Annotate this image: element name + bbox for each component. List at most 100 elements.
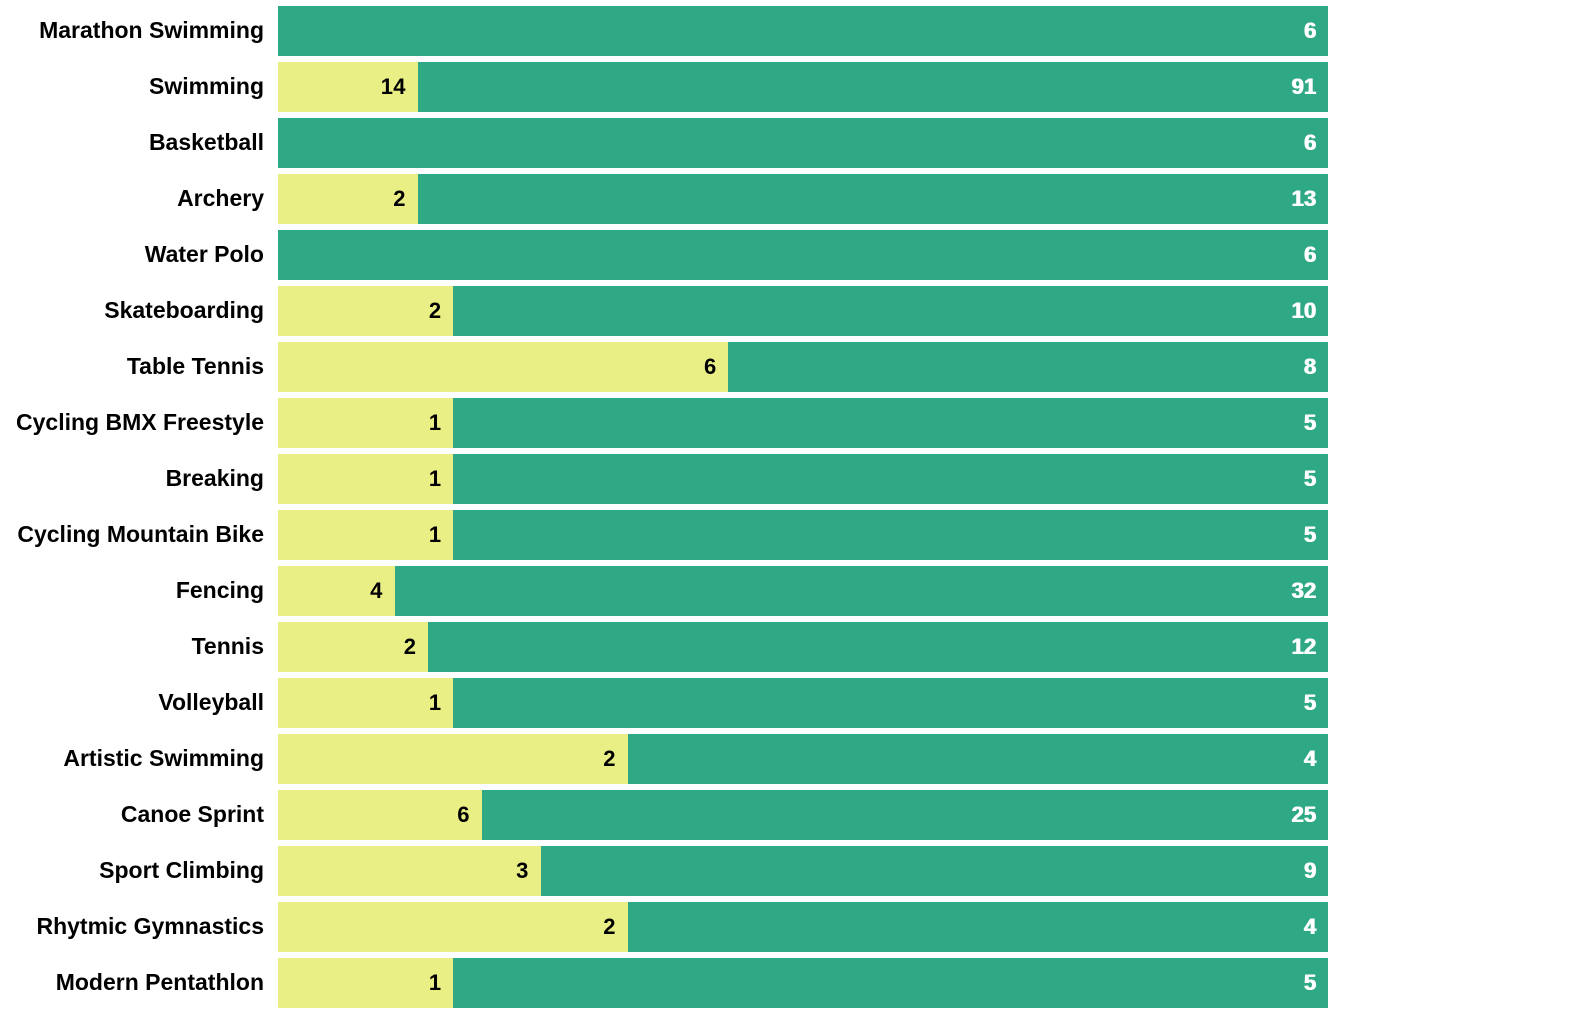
bar-secondary-value: 6 — [1304, 130, 1316, 156]
bar-secondary-value: 32 — [1291, 578, 1316, 604]
chart-row: Artistic Swimming24 — [0, 734, 1592, 784]
bar-primary-value: 2 — [404, 634, 416, 660]
row-label: Artistic Swimming — [0, 734, 278, 784]
chart-row: Archery 2 13 — [0, 174, 1592, 224]
bar-primary-value: 1 — [429, 690, 441, 716]
bar-secondary-value: 13 — [1291, 186, 1316, 212]
chart-row: Breaking15 — [0, 454, 1592, 504]
bar-secondary: 13 — [418, 174, 1328, 224]
row-label: Rhytmic Gymnastics — [0, 902, 278, 952]
stacked-bar-chart: Marathon Swimming6Swimming1491Basketball… — [0, 0, 1592, 1008]
row-bars: 2 12 — [278, 622, 1328, 672]
row-bars: 2 13 — [278, 174, 1328, 224]
bar-primary-value: 1 — [429, 522, 441, 548]
row-label: Modern Pentathlon — [0, 958, 278, 1008]
bar-secondary-value: 91 — [1291, 74, 1316, 100]
chart-row: Water Polo6 — [0, 230, 1592, 280]
row-bars: 6 25 — [278, 790, 1328, 840]
bar-primary-value: 2 — [429, 298, 441, 324]
chart-row: Canoe Sprint625 — [0, 790, 1592, 840]
row-label: Sport Climbing — [0, 846, 278, 896]
row-bars: 15 — [278, 510, 1328, 560]
bar-primary: 2 — [278, 902, 628, 952]
bar-secondary: 32 — [395, 566, 1328, 616]
chart-row: Fencing 4 32 — [0, 566, 1592, 616]
bar-secondary-value: 5 — [1304, 410, 1316, 436]
bar-secondary: 6 — [278, 118, 1328, 168]
chart-row: Cycling Mountain Bike15 — [0, 510, 1592, 560]
bar-secondary-value: 25 — [1291, 802, 1316, 828]
row-label: Archery — [0, 174, 278, 224]
bar-primary-value: 1 — [429, 970, 441, 996]
chart-row: Marathon Swimming6 — [0, 6, 1592, 56]
bar-secondary: 25 — [482, 790, 1328, 840]
bar-secondary-value: 4 — [1304, 746, 1316, 772]
row-label: Skateboarding — [0, 286, 278, 336]
row-label: Swimming — [0, 62, 278, 112]
bar-secondary: 9 — [541, 846, 1329, 896]
bar-secondary: 5 — [453, 958, 1328, 1008]
row-bars: 24 — [278, 734, 1328, 784]
row-label: Tennis — [0, 622, 278, 672]
row-label: Fencing — [0, 566, 278, 616]
chart-row: Swimming 14 91 — [0, 62, 1592, 112]
bar-primary-value: 14 — [381, 74, 406, 100]
row-bars: 6 — [278, 230, 1328, 280]
row-bars: 68 — [278, 342, 1328, 392]
bar-primary-value: 1 — [429, 410, 441, 436]
row-bars: 24 — [278, 902, 1328, 952]
bar-secondary-value: 5 — [1304, 466, 1316, 492]
bar-secondary: 10 — [453, 286, 1328, 336]
chart-row: Rhytmic Gymnastics24 — [0, 902, 1592, 952]
bar-secondary: 12 — [428, 622, 1328, 672]
bar-secondary-value: 12 — [1291, 634, 1316, 660]
chart-row: Modern Pentathlon 1 5 — [0, 958, 1592, 1008]
bar-primary: 3 — [278, 846, 541, 896]
bar-primary: 2 — [278, 734, 628, 784]
bar-secondary-value: 9 — [1304, 858, 1316, 884]
bar-primary-value: 6 — [457, 802, 469, 828]
bar-primary-value: 1 — [429, 466, 441, 492]
chart-row: Basketball 6 — [0, 118, 1592, 168]
bar-secondary: 5 — [453, 510, 1328, 560]
chart-row: Cycling BMX Freestyle15 — [0, 398, 1592, 448]
chart-row: Volleyball15 — [0, 678, 1592, 728]
bar-secondary-value: 5 — [1304, 970, 1316, 996]
bar-secondary-value: 5 — [1304, 690, 1316, 716]
row-label: Basketball — [0, 118, 278, 168]
bar-primary-value: 3 — [516, 858, 528, 884]
row-label: Water Polo — [0, 230, 278, 280]
row-label: Volleyball — [0, 678, 278, 728]
chart-row: Table Tennis68 — [0, 342, 1592, 392]
bar-primary: 2 — [278, 622, 428, 672]
row-bars: 15 — [278, 398, 1328, 448]
bar-primary-value: 2 — [603, 914, 615, 940]
bar-primary: 2 — [278, 286, 453, 336]
row-label: Cycling BMX Freestyle — [0, 398, 278, 448]
bar-primary-value: 4 — [370, 578, 382, 604]
chart-row: Tennis 2 12 — [0, 622, 1592, 672]
row-label: Cycling Mountain Bike — [0, 510, 278, 560]
bar-primary: 1 — [278, 678, 453, 728]
bar-secondary-value: 10 — [1291, 298, 1316, 324]
bar-primary: 6 — [278, 342, 728, 392]
bar-primary: 14 — [278, 62, 418, 112]
row-bars: 14 91 — [278, 62, 1328, 112]
row-bars: 15 — [278, 678, 1328, 728]
bar-secondary: 4 — [628, 902, 1328, 952]
bar-primary-value: 2 — [393, 186, 405, 212]
row-label: Table Tennis — [0, 342, 278, 392]
bar-primary: 2 — [278, 174, 418, 224]
bar-primary: 1 — [278, 510, 453, 560]
bar-secondary: 5 — [453, 678, 1328, 728]
bar-secondary-value: 6 — [1304, 18, 1316, 44]
row-bars: 6 — [278, 118, 1328, 168]
bar-primary: 1 — [278, 958, 453, 1008]
row-bars: 2 10 — [278, 286, 1328, 336]
bar-primary: 6 — [278, 790, 482, 840]
row-bars: 4 32 — [278, 566, 1328, 616]
bar-secondary: 6 — [278, 6, 1328, 56]
row-bars: 6 — [278, 6, 1328, 56]
bar-secondary: 6 — [278, 230, 1328, 280]
bar-secondary-value: 5 — [1304, 522, 1316, 548]
